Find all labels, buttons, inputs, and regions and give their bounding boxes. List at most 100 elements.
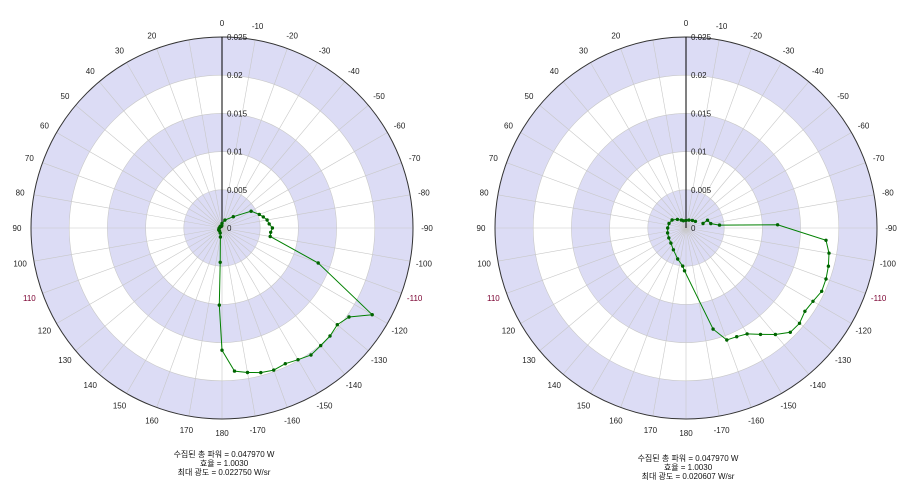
angle-gridline bbox=[652, 227, 687, 417]
angle-tick-label: -30 bbox=[783, 46, 795, 55]
data-point bbox=[265, 218, 269, 222]
angle-gridline bbox=[221, 227, 388, 324]
angle-gridline bbox=[590, 227, 687, 394]
angle-tick-label: 170 bbox=[644, 426, 658, 435]
angle-tick-label: 90 bbox=[477, 224, 486, 233]
angle-tick-label: 40 bbox=[86, 67, 95, 76]
angle-gridline bbox=[562, 227, 687, 375]
data-point bbox=[826, 264, 831, 268]
angle-tick-label: -70 bbox=[409, 154, 421, 163]
data-point bbox=[811, 299, 815, 303]
radial-tick-label: 0 bbox=[227, 224, 232, 233]
angle-gridline bbox=[33, 194, 223, 229]
radial-tick-label: 0.015 bbox=[227, 109, 248, 118]
total-power-text: 수집된 총 파워 = 0.047970 W bbox=[637, 454, 739, 463]
angle-tick-label: -160 bbox=[284, 417, 301, 426]
data-point bbox=[245, 370, 250, 375]
angle-tick-label: -40 bbox=[348, 67, 360, 76]
total-power-text: 수집된 총 파워 = 0.047970 W bbox=[173, 450, 275, 459]
angle-gridline bbox=[126, 62, 223, 229]
angle-tick-label: 180 bbox=[215, 429, 229, 438]
data-point bbox=[347, 315, 351, 319]
data-point bbox=[249, 209, 253, 213]
angle-gridline bbox=[497, 194, 687, 229]
data-point bbox=[232, 369, 237, 373]
angle-gridline bbox=[221, 104, 369, 229]
data-point bbox=[283, 362, 287, 366]
angle-tick-label: -10 bbox=[716, 22, 728, 31]
angle-gridline bbox=[620, 227, 687, 408]
radial-tick-label: 0.005 bbox=[227, 186, 248, 195]
angle-tick-label: 30 bbox=[115, 46, 124, 55]
angle-gridline bbox=[685, 132, 852, 229]
angle-gridline bbox=[590, 62, 687, 229]
data-point bbox=[220, 221, 224, 226]
angle-tick-label: 110 bbox=[487, 294, 500, 303]
angle-tick-label: -140 bbox=[346, 381, 363, 390]
angle-gridline bbox=[188, 227, 223, 417]
angle-gridline bbox=[685, 194, 875, 229]
angle-gridline bbox=[156, 227, 223, 408]
angle-tick-label: 100 bbox=[477, 260, 491, 269]
data-point bbox=[309, 353, 313, 357]
data-point bbox=[666, 226, 670, 230]
data-point bbox=[687, 218, 691, 222]
angle-tick-label: -70 bbox=[873, 154, 885, 163]
data-point bbox=[676, 257, 680, 261]
angle-tick-label: -100 bbox=[416, 260, 433, 269]
angle-tick-label: -110 bbox=[871, 294, 887, 303]
data-point bbox=[758, 332, 763, 337]
angle-gridline bbox=[98, 81, 223, 229]
data-point bbox=[681, 264, 685, 268]
angle-tick-label: -150 bbox=[316, 402, 333, 411]
data-point bbox=[745, 332, 749, 336]
angle-gridline bbox=[685, 62, 782, 229]
data-point bbox=[824, 238, 828, 242]
angle-gridline bbox=[685, 227, 752, 408]
data-point bbox=[220, 348, 224, 352]
data-point bbox=[671, 248, 676, 252]
angle-tick-label: -50 bbox=[837, 92, 849, 101]
angle-tick-label: 120 bbox=[502, 327, 516, 336]
efficiency-text: 효율 = 1.0030 bbox=[663, 463, 713, 472]
data-point bbox=[705, 218, 710, 222]
data-point bbox=[693, 219, 698, 224]
angle-gridline bbox=[221, 227, 256, 417]
angle-gridline bbox=[221, 62, 318, 229]
max-intensity-text: 최대 광도 = 0.022750 W/sr bbox=[177, 468, 271, 477]
data-point bbox=[316, 261, 320, 265]
data-point bbox=[670, 218, 674, 222]
angle-tick-label: 130 bbox=[522, 356, 536, 365]
angle-gridline bbox=[56, 227, 223, 324]
radial-tick-label: 0.02 bbox=[227, 71, 243, 80]
angle-tick-label: 160 bbox=[145, 417, 159, 426]
angle-gridline bbox=[221, 227, 369, 352]
angle-tick-label: 130 bbox=[58, 356, 72, 365]
angle-gridline bbox=[685, 227, 810, 375]
angle-tick-label: 50 bbox=[61, 92, 70, 101]
angle-gridline bbox=[685, 227, 852, 324]
angle-tick-label: -140 bbox=[810, 381, 827, 390]
radial-tick-label: 0.025 bbox=[227, 33, 248, 42]
data-point bbox=[261, 215, 265, 219]
angle-gridline bbox=[685, 227, 875, 262]
angle-gridline bbox=[221, 227, 402, 294]
data-point bbox=[803, 309, 807, 313]
angle-tick-label: -10 bbox=[252, 22, 264, 31]
angle-tick-label: 140 bbox=[548, 381, 562, 390]
radial-tick-label: 0.01 bbox=[691, 148, 707, 157]
angle-tick-label: 170 bbox=[180, 426, 194, 435]
angle-tick-label: 140 bbox=[84, 381, 98, 390]
angle-gridline bbox=[126, 227, 223, 394]
data-point bbox=[669, 241, 673, 245]
angle-tick-label: 100 bbox=[13, 260, 27, 269]
angle-tick-label: -90 bbox=[421, 224, 433, 233]
data-point bbox=[820, 289, 824, 293]
data-point bbox=[370, 313, 374, 317]
angle-tick-label: -20 bbox=[750, 31, 762, 40]
angle-tick-label: -170 bbox=[250, 426, 267, 435]
angle-gridline bbox=[539, 227, 687, 352]
angle-tick-label: -130 bbox=[371, 356, 388, 365]
